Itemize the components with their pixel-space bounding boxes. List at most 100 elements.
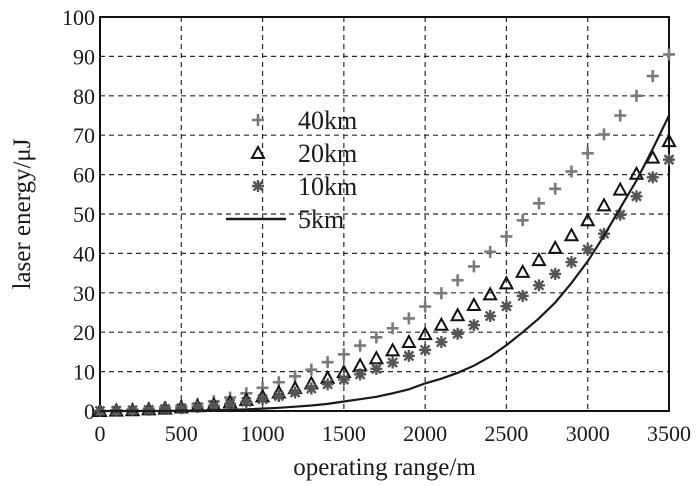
data-point <box>142 403 155 416</box>
legend: 40km 20km 10km 5km <box>226 106 357 234</box>
x-tick-label: 500 <box>165 421 198 446</box>
data-point <box>451 274 464 287</box>
data-point <box>337 348 350 361</box>
data-point <box>532 197 545 210</box>
legend-label: 20km <box>298 139 357 168</box>
data-point <box>532 279 545 292</box>
data-point <box>449 307 466 322</box>
data-point <box>645 149 661 164</box>
series-line <box>100 115 670 413</box>
legend-label: 5km <box>298 205 344 234</box>
data-point <box>646 70 659 83</box>
data-point <box>547 239 563 254</box>
data-point <box>401 333 417 349</box>
legend-item: 20km <box>250 139 357 168</box>
data-point <box>515 263 531 278</box>
data-point <box>516 289 529 302</box>
data-point <box>159 403 172 416</box>
data-point <box>531 252 547 267</box>
data-point <box>614 109 627 122</box>
x-tick-label: 3500 <box>647 421 691 446</box>
data-point <box>482 286 498 301</box>
data-point <box>467 260 480 273</box>
data-point <box>370 331 383 344</box>
legend-marker <box>252 114 264 126</box>
data-point <box>661 133 677 148</box>
data-point <box>402 312 415 325</box>
x-axis-label: operating range/m <box>293 454 476 481</box>
data-point <box>500 230 513 243</box>
data-point <box>484 245 497 258</box>
legend-label: 40km <box>298 106 357 135</box>
data-point <box>370 362 383 375</box>
data-point <box>597 128 610 141</box>
legend-label: 10km <box>298 172 357 201</box>
series-20km <box>92 133 677 417</box>
y-axis-label: laser energy/μJ <box>9 138 36 289</box>
y-tick-label: 10 <box>73 360 95 385</box>
data-point <box>305 363 318 376</box>
data-point <box>565 256 578 269</box>
data-point <box>384 342 401 357</box>
data-point <box>289 386 302 399</box>
tick-labels: 0 500 1000 1500 2000 2500 3000 3500 0 10 20 30 40 50 6… <box>62 5 691 446</box>
data-point <box>337 373 350 386</box>
x-tick-label: 2500 <box>484 421 528 446</box>
data-point <box>191 401 204 414</box>
data-point <box>451 327 464 340</box>
data-point <box>256 393 269 406</box>
data-point <box>386 322 399 335</box>
data-point <box>612 181 628 196</box>
data-point <box>596 197 612 212</box>
data-point <box>500 300 513 313</box>
data-point <box>240 395 253 408</box>
data-point <box>272 390 285 403</box>
y-tick-label: 80 <box>73 84 95 109</box>
legend-item: 40km <box>252 106 357 135</box>
y-tick-label: 30 <box>73 281 95 306</box>
data-point <box>207 399 220 412</box>
y-tick-label: 60 <box>73 163 95 188</box>
data-point <box>419 343 432 356</box>
x-tick-label: 2000 <box>403 421 447 446</box>
data-point <box>549 267 562 280</box>
y-tick-label: 0 <box>84 399 95 424</box>
y-tick-label: 90 <box>73 44 95 69</box>
data-point <box>630 89 643 102</box>
y-tick-label: 70 <box>73 123 95 148</box>
data-point <box>646 171 659 184</box>
data-point <box>580 212 596 227</box>
grid <box>100 17 669 411</box>
legend-marker <box>252 180 264 192</box>
data-point <box>563 227 580 242</box>
x-tick-label: 3000 <box>566 421 610 446</box>
plot-frame <box>99 16 670 412</box>
data-point <box>663 48 675 61</box>
legend-marker <box>250 144 266 159</box>
data-point <box>467 319 480 332</box>
data-point <box>435 336 448 349</box>
y-tick-label: 50 <box>73 202 95 227</box>
data-point <box>581 147 594 160</box>
data-point <box>498 275 515 290</box>
y-tick-label: 100 <box>62 5 95 30</box>
data-point <box>419 300 432 313</box>
data-point <box>630 190 643 203</box>
data-point <box>484 310 497 323</box>
data-point <box>417 326 433 341</box>
data-point <box>581 243 594 256</box>
data-point <box>565 165 578 178</box>
data-point <box>321 356 334 369</box>
x-tick-label: 1000 <box>241 421 285 446</box>
data-point <box>435 287 448 300</box>
data-point <box>354 368 367 381</box>
legend-item: 10km <box>252 172 357 201</box>
data-point <box>466 296 482 312</box>
data-point <box>386 356 399 369</box>
data-point <box>516 214 529 227</box>
x-tick-label: 0 <box>95 421 106 446</box>
data-point <box>175 402 188 415</box>
legend-item: 5km <box>226 205 344 234</box>
data-point <box>433 316 450 331</box>
